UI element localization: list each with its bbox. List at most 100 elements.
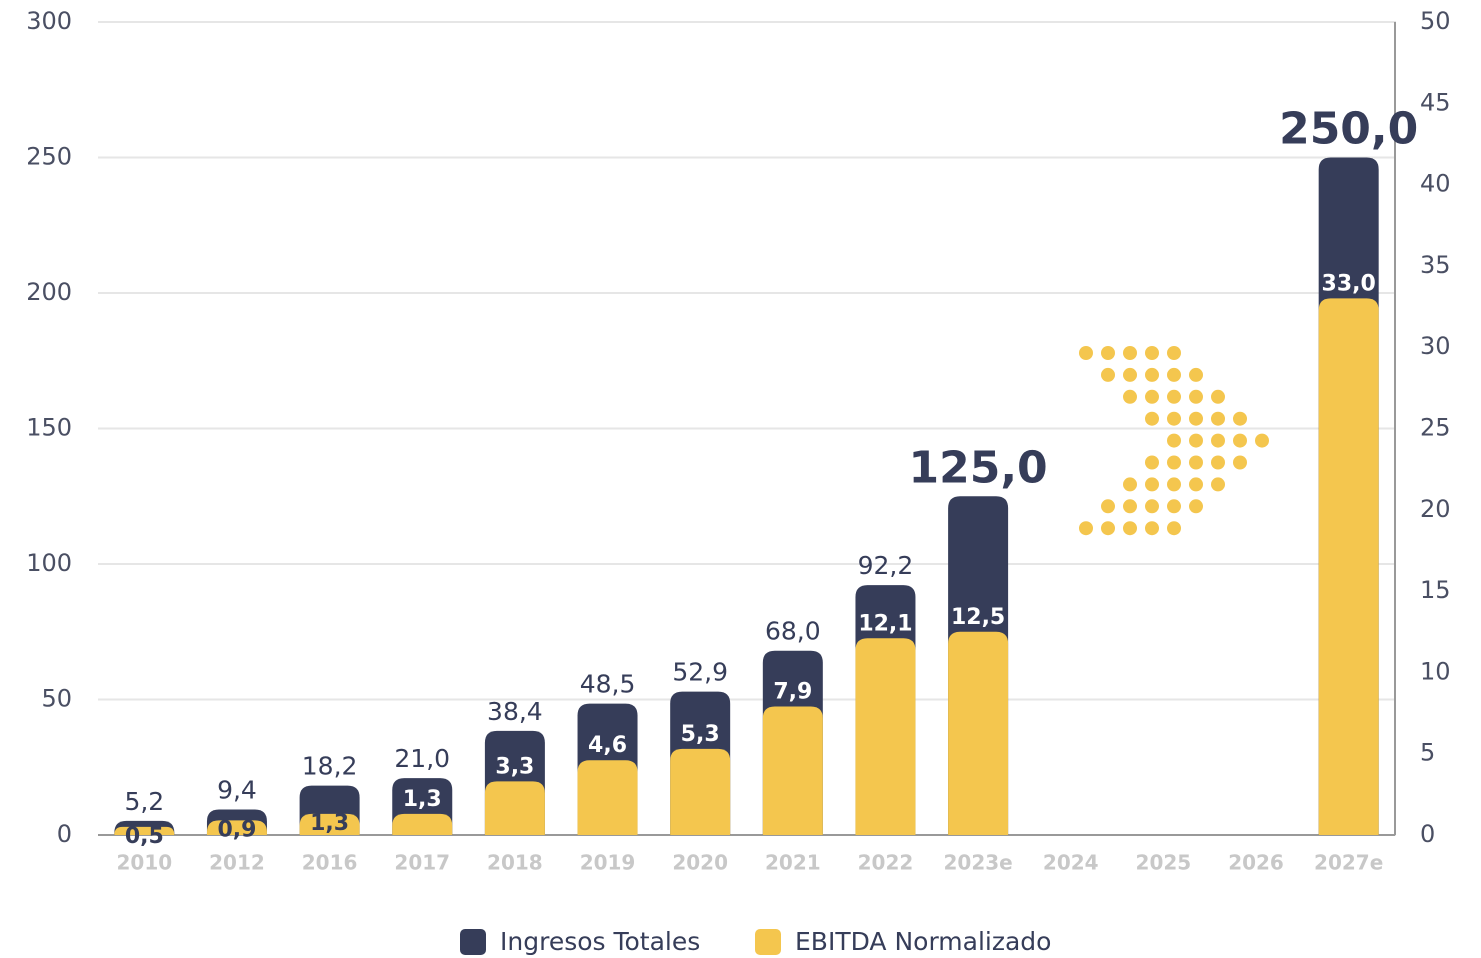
arrow-dot [1211, 411, 1225, 426]
x-tick-label: 2026 [1228, 851, 1284, 875]
bar [484, 781, 545, 835]
x-tick-label: 2020 [672, 851, 728, 875]
value-label: 38,4 [487, 697, 543, 726]
y2-tick-label: 0 [1420, 820, 1435, 848]
arrow-dot [1145, 346, 1159, 360]
x-tick-label: 2027e [1314, 851, 1383, 875]
bar [670, 748, 731, 835]
arrow-dot [1101, 367, 1115, 382]
value-label: 1,3 [310, 811, 349, 836]
arrow-dot [1211, 477, 1225, 492]
x-tick-label: 2016 [302, 851, 358, 875]
arrow-dot [1145, 477, 1159, 492]
y2-tick-label: 50 [1420, 7, 1451, 35]
bar [762, 706, 823, 835]
x-tick-label: 2024 [1043, 851, 1099, 875]
x-tick-label: 2010 [116, 851, 172, 875]
legend-label: Ingresos Totales [500, 927, 700, 956]
arrow-dot [1145, 499, 1159, 514]
value-label: 18,2 [302, 752, 358, 781]
arrow-dot [1101, 346, 1115, 360]
y2-tick-label: 5 [1420, 739, 1435, 767]
value-label: 5,3 [681, 722, 720, 747]
legend-swatch [460, 929, 486, 955]
value-label: 4,6 [588, 733, 627, 758]
legend-label: EBITDA Normalizado [795, 927, 1051, 956]
value-label: 5,2 [124, 787, 164, 816]
arrow-dot [1189, 455, 1203, 470]
value-label: 12,5 [951, 605, 1005, 630]
y2-tick-label: 40 [1420, 170, 1451, 198]
bar [948, 631, 1009, 835]
arrow-dot [1145, 411, 1159, 426]
arrow-dot [1189, 389, 1203, 404]
arrow-dot [1233, 433, 1247, 448]
bar [206, 820, 267, 835]
value-label: 7,9 [773, 680, 812, 705]
legend-swatch [755, 929, 781, 955]
arrow-dot [1123, 521, 1137, 536]
value-label: 12,1 [858, 611, 912, 636]
value-label: 3,3 [495, 754, 534, 779]
value-label: 250,0 [1279, 104, 1418, 155]
y2-tick-label: 30 [1420, 332, 1451, 360]
value-label: 33,0 [1322, 271, 1376, 296]
arrow-dot [1145, 367, 1159, 382]
y-tick-label: 300 [26, 7, 72, 35]
arrow-dot [1079, 521, 1093, 536]
arrow-dot [1101, 499, 1115, 514]
arrow-dot [1123, 389, 1137, 404]
y-tick-label: 100 [26, 549, 72, 577]
value-label: 0,9 [217, 817, 256, 842]
arrow-dot [1167, 346, 1181, 360]
bar [577, 760, 638, 835]
arrow-dot [1211, 455, 1225, 470]
y-tick-label: 250 [26, 143, 72, 171]
bar [855, 638, 916, 835]
arrow-dot [1123, 499, 1137, 514]
arrow-dot [1123, 367, 1137, 382]
arrow-dot [1167, 367, 1181, 382]
value-label: 1,3 [403, 787, 442, 812]
y2-tick-label: 20 [1420, 495, 1451, 523]
x-tick-label: 2019 [580, 851, 636, 875]
arrow-dot [1211, 389, 1225, 404]
y2-tick-label: 45 [1420, 88, 1451, 116]
value-label: 92,2 [858, 551, 914, 580]
arrow-dot [1167, 521, 1181, 536]
bar [1318, 298, 1379, 835]
arrow-dot [1167, 433, 1181, 448]
arrow-dot [1189, 433, 1203, 448]
x-tick-label: 2017 [394, 851, 450, 875]
x-tick-label: 2018 [487, 851, 543, 875]
x-tick-label: 2022 [858, 851, 914, 875]
bar [114, 826, 175, 835]
y-tick-label: 150 [26, 414, 72, 442]
y2-tick-label: 25 [1420, 414, 1451, 442]
arrow-dot [1211, 433, 1225, 448]
arrow-dot [1145, 455, 1159, 470]
arrow-dot [1145, 389, 1159, 404]
arrow-dot [1101, 521, 1115, 536]
arrow-dot [1189, 367, 1203, 382]
y2-tick-label: 35 [1420, 251, 1451, 279]
value-label: 48,5 [580, 670, 636, 699]
arrow-dot [1233, 455, 1247, 470]
x-tick-label: 2023e [943, 851, 1012, 875]
value-label: 9,4 [217, 776, 257, 805]
arrow-dot [1167, 411, 1181, 426]
value-label: 125,0 [909, 442, 1048, 493]
arrow-dot [1079, 346, 1093, 360]
value-label: 0,5 [125, 824, 164, 849]
y-tick-label: 50 [41, 685, 72, 713]
arrow-dot [1167, 389, 1181, 404]
y2-tick-label: 15 [1420, 576, 1451, 604]
x-tick-label: 2025 [1136, 851, 1192, 875]
arrow-dot [1123, 346, 1137, 360]
arrow-dot [1189, 477, 1203, 492]
arrow-dot [1255, 433, 1269, 448]
value-label: 52,9 [672, 658, 728, 687]
bar [392, 813, 453, 835]
arrow-dot [1233, 411, 1247, 426]
